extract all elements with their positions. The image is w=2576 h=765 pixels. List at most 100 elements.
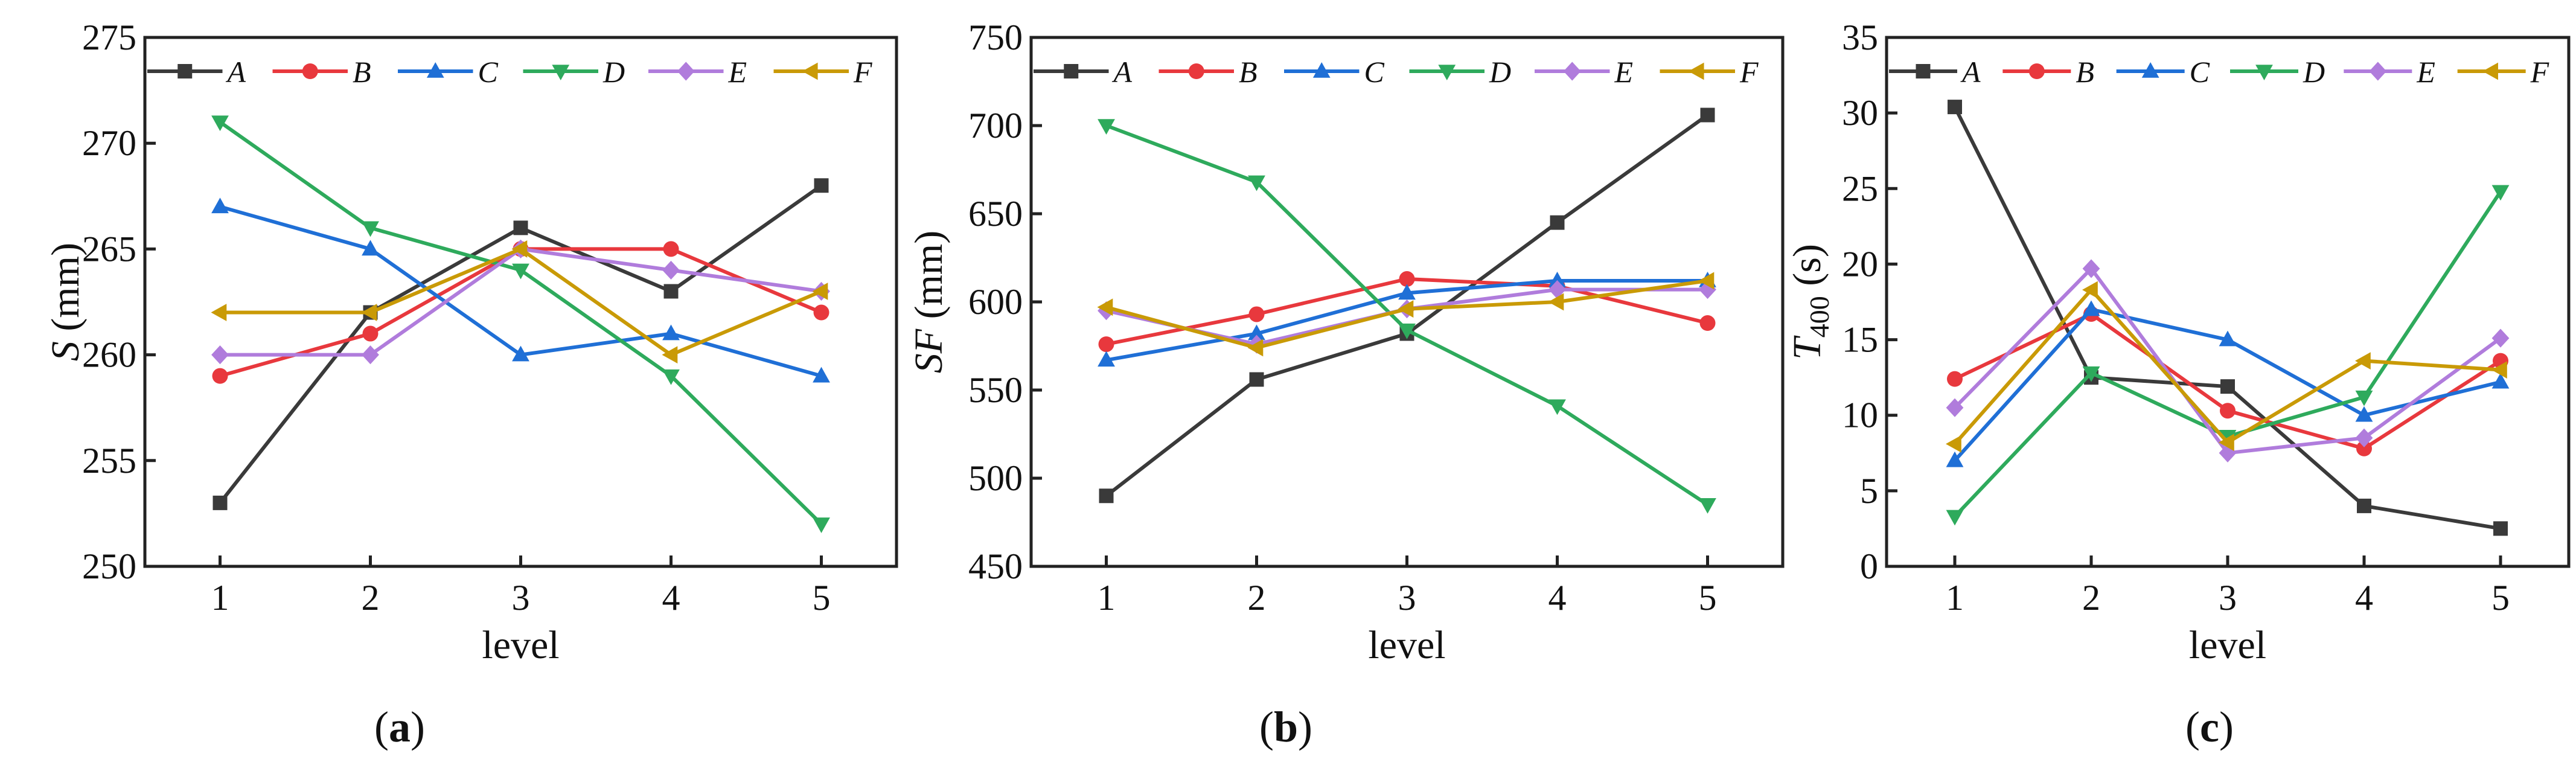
series-A (213, 178, 829, 510)
data-point-D (813, 517, 830, 533)
legend-label-A: A (226, 55, 246, 89)
legend-label-F: F (853, 55, 872, 89)
y-axis-title-symbol: S (43, 341, 88, 361)
data-point-B (1399, 271, 1415, 287)
legend: A B C D E F (147, 55, 872, 89)
data-point-F (361, 304, 377, 321)
x-axis-title: level (482, 623, 559, 667)
x-tick-label: 5 (2491, 578, 2510, 618)
legend-marker-C (1312, 62, 1331, 78)
panel-caption: (c) (2185, 703, 2234, 751)
legend-label-C: C (2190, 55, 2210, 89)
y-tick-label: 750 (968, 18, 1023, 57)
caption-letter: c (2200, 703, 2219, 751)
x-tick-label: 2 (362, 578, 380, 618)
x-tick-label: 1 (211, 578, 229, 618)
data-point-C (2355, 406, 2373, 422)
data-point-F (1946, 435, 1961, 453)
data-point-A (1948, 100, 1962, 115)
legend-marker-E (1563, 62, 1581, 81)
legend-marker-E (2369, 62, 2387, 81)
legend-label-A: A (1960, 55, 1981, 89)
data-point-B (212, 368, 228, 384)
legend-marker-A (1064, 64, 1079, 78)
legend-label-C: C (1364, 55, 1385, 89)
y-tick-label: 15 (1842, 320, 1878, 360)
x-axis-title: level (2189, 623, 2266, 667)
data-point-E (1946, 398, 1964, 417)
data-point-D (2491, 185, 2510, 201)
data-point-A (1700, 107, 1715, 123)
data-point-F (1398, 300, 1414, 318)
data-point-E (2355, 428, 2373, 447)
legend-marker-A (1916, 64, 1931, 78)
series-line-D (219, 120, 823, 526)
data-point-E (362, 345, 379, 365)
panel-caption: (a) (374, 703, 425, 751)
y-axis-title-unit: (mm) (43, 243, 88, 341)
data-point-D (362, 221, 379, 237)
data-point-F (1698, 272, 1715, 290)
data-point-A (814, 178, 829, 193)
legend-label-F: F (2530, 55, 2549, 89)
data-point-B (1699, 315, 1716, 331)
legend-label-D: D (1489, 55, 1511, 89)
x-axis-title: level (1368, 623, 1445, 667)
legend-label-A: A (1112, 55, 1133, 89)
data-point-D (1398, 323, 1416, 339)
y-axis-title-subscript: 400 (1804, 296, 1835, 338)
data-point-E (1548, 280, 1566, 299)
data-point-E (662, 260, 680, 280)
data-point-B (663, 241, 679, 257)
x-tick-label: 3 (512, 578, 530, 618)
data-point-A (663, 284, 679, 299)
x-tick-label: 3 (2219, 578, 2237, 618)
panel-caption: (b) (1259, 703, 1312, 751)
data-point-D (512, 263, 529, 280)
series-C (211, 197, 830, 383)
legend-marker-D (552, 65, 570, 80)
y-tick-label: 275 (82, 18, 136, 57)
series-C (1098, 271, 1716, 367)
y-axis-title-symbol: SF (907, 328, 951, 373)
data-point-B (362, 325, 379, 342)
y-tick-label: 500 (968, 458, 1023, 498)
legend-label-E: E (1614, 55, 1634, 89)
data-point-D (2355, 390, 2373, 406)
legend-label-E: E (728, 55, 747, 89)
legend-label-D: D (2303, 55, 2325, 89)
y-tick-label: 10 (1842, 395, 1878, 435)
x-tick-label: 4 (2355, 578, 2373, 618)
data-point-C (2219, 330, 2237, 347)
legend-marker-B (2028, 63, 2045, 79)
caption-open-paren: ( (2185, 703, 2200, 751)
x-tick-label: 1 (1946, 578, 1964, 618)
y-tick-label: 265 (82, 229, 136, 269)
data-point-D (1699, 498, 1716, 514)
x-tick-label: 4 (662, 578, 680, 618)
legend-label-E: E (2416, 55, 2435, 89)
series-D (1098, 119, 1716, 514)
legend-marker-F (802, 62, 818, 80)
data-point-D (211, 115, 229, 132)
y-tick-label: 700 (968, 106, 1023, 146)
data-point-C (1398, 284, 1416, 300)
data-point-B (1098, 336, 1114, 353)
legend-marker-E (677, 62, 695, 81)
legend-marker-F (1688, 62, 1704, 80)
legend-marker-C (426, 62, 444, 78)
data-point-B (1947, 371, 1963, 387)
y-tick-label: 270 (82, 123, 136, 163)
x-tick-label: 5 (813, 578, 831, 618)
caption-close-paren: ) (2219, 703, 2234, 751)
data-point-F (2082, 281, 2098, 299)
y-axis-title-symbol: T (1785, 335, 1829, 360)
y-tick-label: 260 (82, 335, 136, 375)
series-E (1946, 259, 2510, 463)
y-tick-label: 20 (1842, 244, 1878, 284)
series-A (1948, 100, 2508, 536)
y-axis-title: S (mm) (43, 243, 88, 361)
x-tick-label: 1 (1098, 578, 1116, 618)
legend-label-F: F (1739, 55, 1759, 89)
